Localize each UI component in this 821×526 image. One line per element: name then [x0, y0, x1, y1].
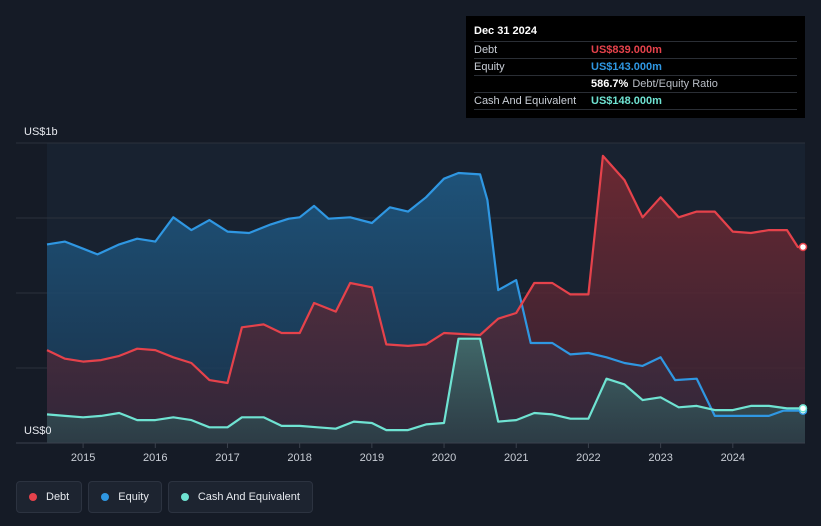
tooltip-equity-value: US$143.000m — [591, 61, 662, 73]
x-tick-label: 2017 — [215, 452, 239, 464]
tooltip-ratio-label: Debt/Equity Ratio — [632, 78, 718, 90]
x-tick-label: 2015 — [71, 452, 95, 464]
cash-area — [47, 338, 805, 443]
x-tick-label: 2022 — [576, 452, 600, 464]
tooltip-cash-row: Cash And Equivalent US$148.000m — [474, 92, 797, 110]
tooltip-equity-row: Equity US$143.000m — [474, 58, 797, 75]
debt-dot-icon — [29, 493, 37, 501]
equity-dot-icon — [101, 493, 110, 501]
cash-line — [46, 337, 805, 432]
tooltip-debt-row: Debt US$839.000m — [474, 41, 797, 58]
legend-equity-label: Equity — [118, 491, 149, 503]
legend-debt-toggle[interactable]: Debt — [16, 481, 83, 513]
x-tick-label: 2020 — [432, 452, 456, 464]
tooltip-date: Dec 31 2024 — [474, 25, 537, 37]
legend-equity-toggle[interactable]: Equity — [88, 481, 162, 513]
equity-line — [46, 171, 805, 417]
chart-legend: Debt Equity Cash And Equivalent — [16, 481, 313, 513]
y-axis-bottom-label: US$0 — [24, 425, 52, 437]
tooltip-cash-value: US$148.000m — [591, 95, 662, 107]
legend-cash-toggle[interactable]: Cash And Equivalent — [167, 481, 313, 513]
legend-debt-label: Debt — [46, 491, 70, 503]
x-tick-label: 2019 — [360, 452, 384, 464]
x-tick-label: 2018 — [287, 452, 311, 464]
tooltip-debt-value: US$839.000m — [591, 44, 662, 56]
debt-area — [47, 155, 805, 443]
x-tick-label: 2016 — [143, 452, 167, 464]
x-tick-label: 2023 — [648, 452, 672, 464]
legend-cash-label: Cash And Equivalent — [197, 491, 300, 503]
x-tick-label: 2021 — [504, 452, 528, 464]
tooltip-cash-label: Cash And Equivalent — [474, 95, 577, 107]
tooltip-equity-label: Equity — [474, 61, 505, 73]
tooltip-ratio-row: 586.7% Debt/Equity Ratio — [474, 75, 797, 92]
tooltip-ratio-value: 586.7% — [591, 78, 629, 90]
x-tick-label: 2024 — [721, 452, 745, 464]
cash-dot-icon — [180, 493, 189, 501]
debt-end-marker — [798, 242, 808, 252]
debt-line — [46, 154, 805, 385]
tooltip-debt-label: Debt — [474, 44, 498, 56]
tooltip-panel: Dec 31 2024 Debt US$839.000m Equity US$1… — [466, 16, 805, 118]
cash-end-marker — [798, 404, 808, 413]
y-axis-top-label: US$1b — [24, 126, 58, 138]
